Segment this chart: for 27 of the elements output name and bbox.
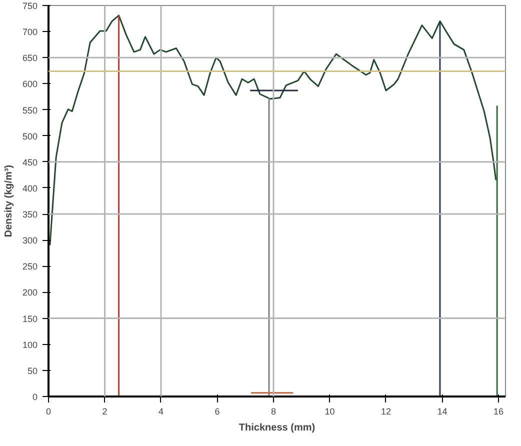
y-tick-label: 450 [22,157,38,168]
x-tick-label: 16 [493,406,504,416]
y-tick-label: 500 [22,131,38,142]
y-tick-label: 200 [22,288,38,298]
x-axis-title: Thickness (mm) [238,422,316,434]
x-tick-label: 14 [437,406,448,416]
y-tick-label: 600 [22,79,38,90]
y-tick-label: 700 [22,27,38,38]
y-tick-label: 400 [22,183,38,194]
y-tick-label: 750 [22,1,38,11]
x-tick-label: 10 [324,406,335,416]
y-tick-label: 350 [22,210,38,220]
x-tick-label: 6 [214,406,220,416]
y-tick-label: 0 [32,392,38,402]
y-tick-label: 250 [22,262,38,272]
y-tick-label: 150 [22,314,38,324]
y-tick-label: 100 [22,340,38,350]
x-tick-label: 2 [102,406,108,416]
x-tick-label: 12 [380,406,391,416]
y-tick-label: 300 [22,236,38,246]
y-tick-label: 550 [22,105,38,116]
y-tick-label: 50 [27,366,38,376]
y-tick-label: 650 [22,53,38,64]
x-tick-label: 8 [270,406,276,416]
x-tick-label: 0 [46,406,52,416]
y-axis-title: Density (kg/m³) [3,164,14,238]
x-tick-label: 4 [158,406,164,416]
